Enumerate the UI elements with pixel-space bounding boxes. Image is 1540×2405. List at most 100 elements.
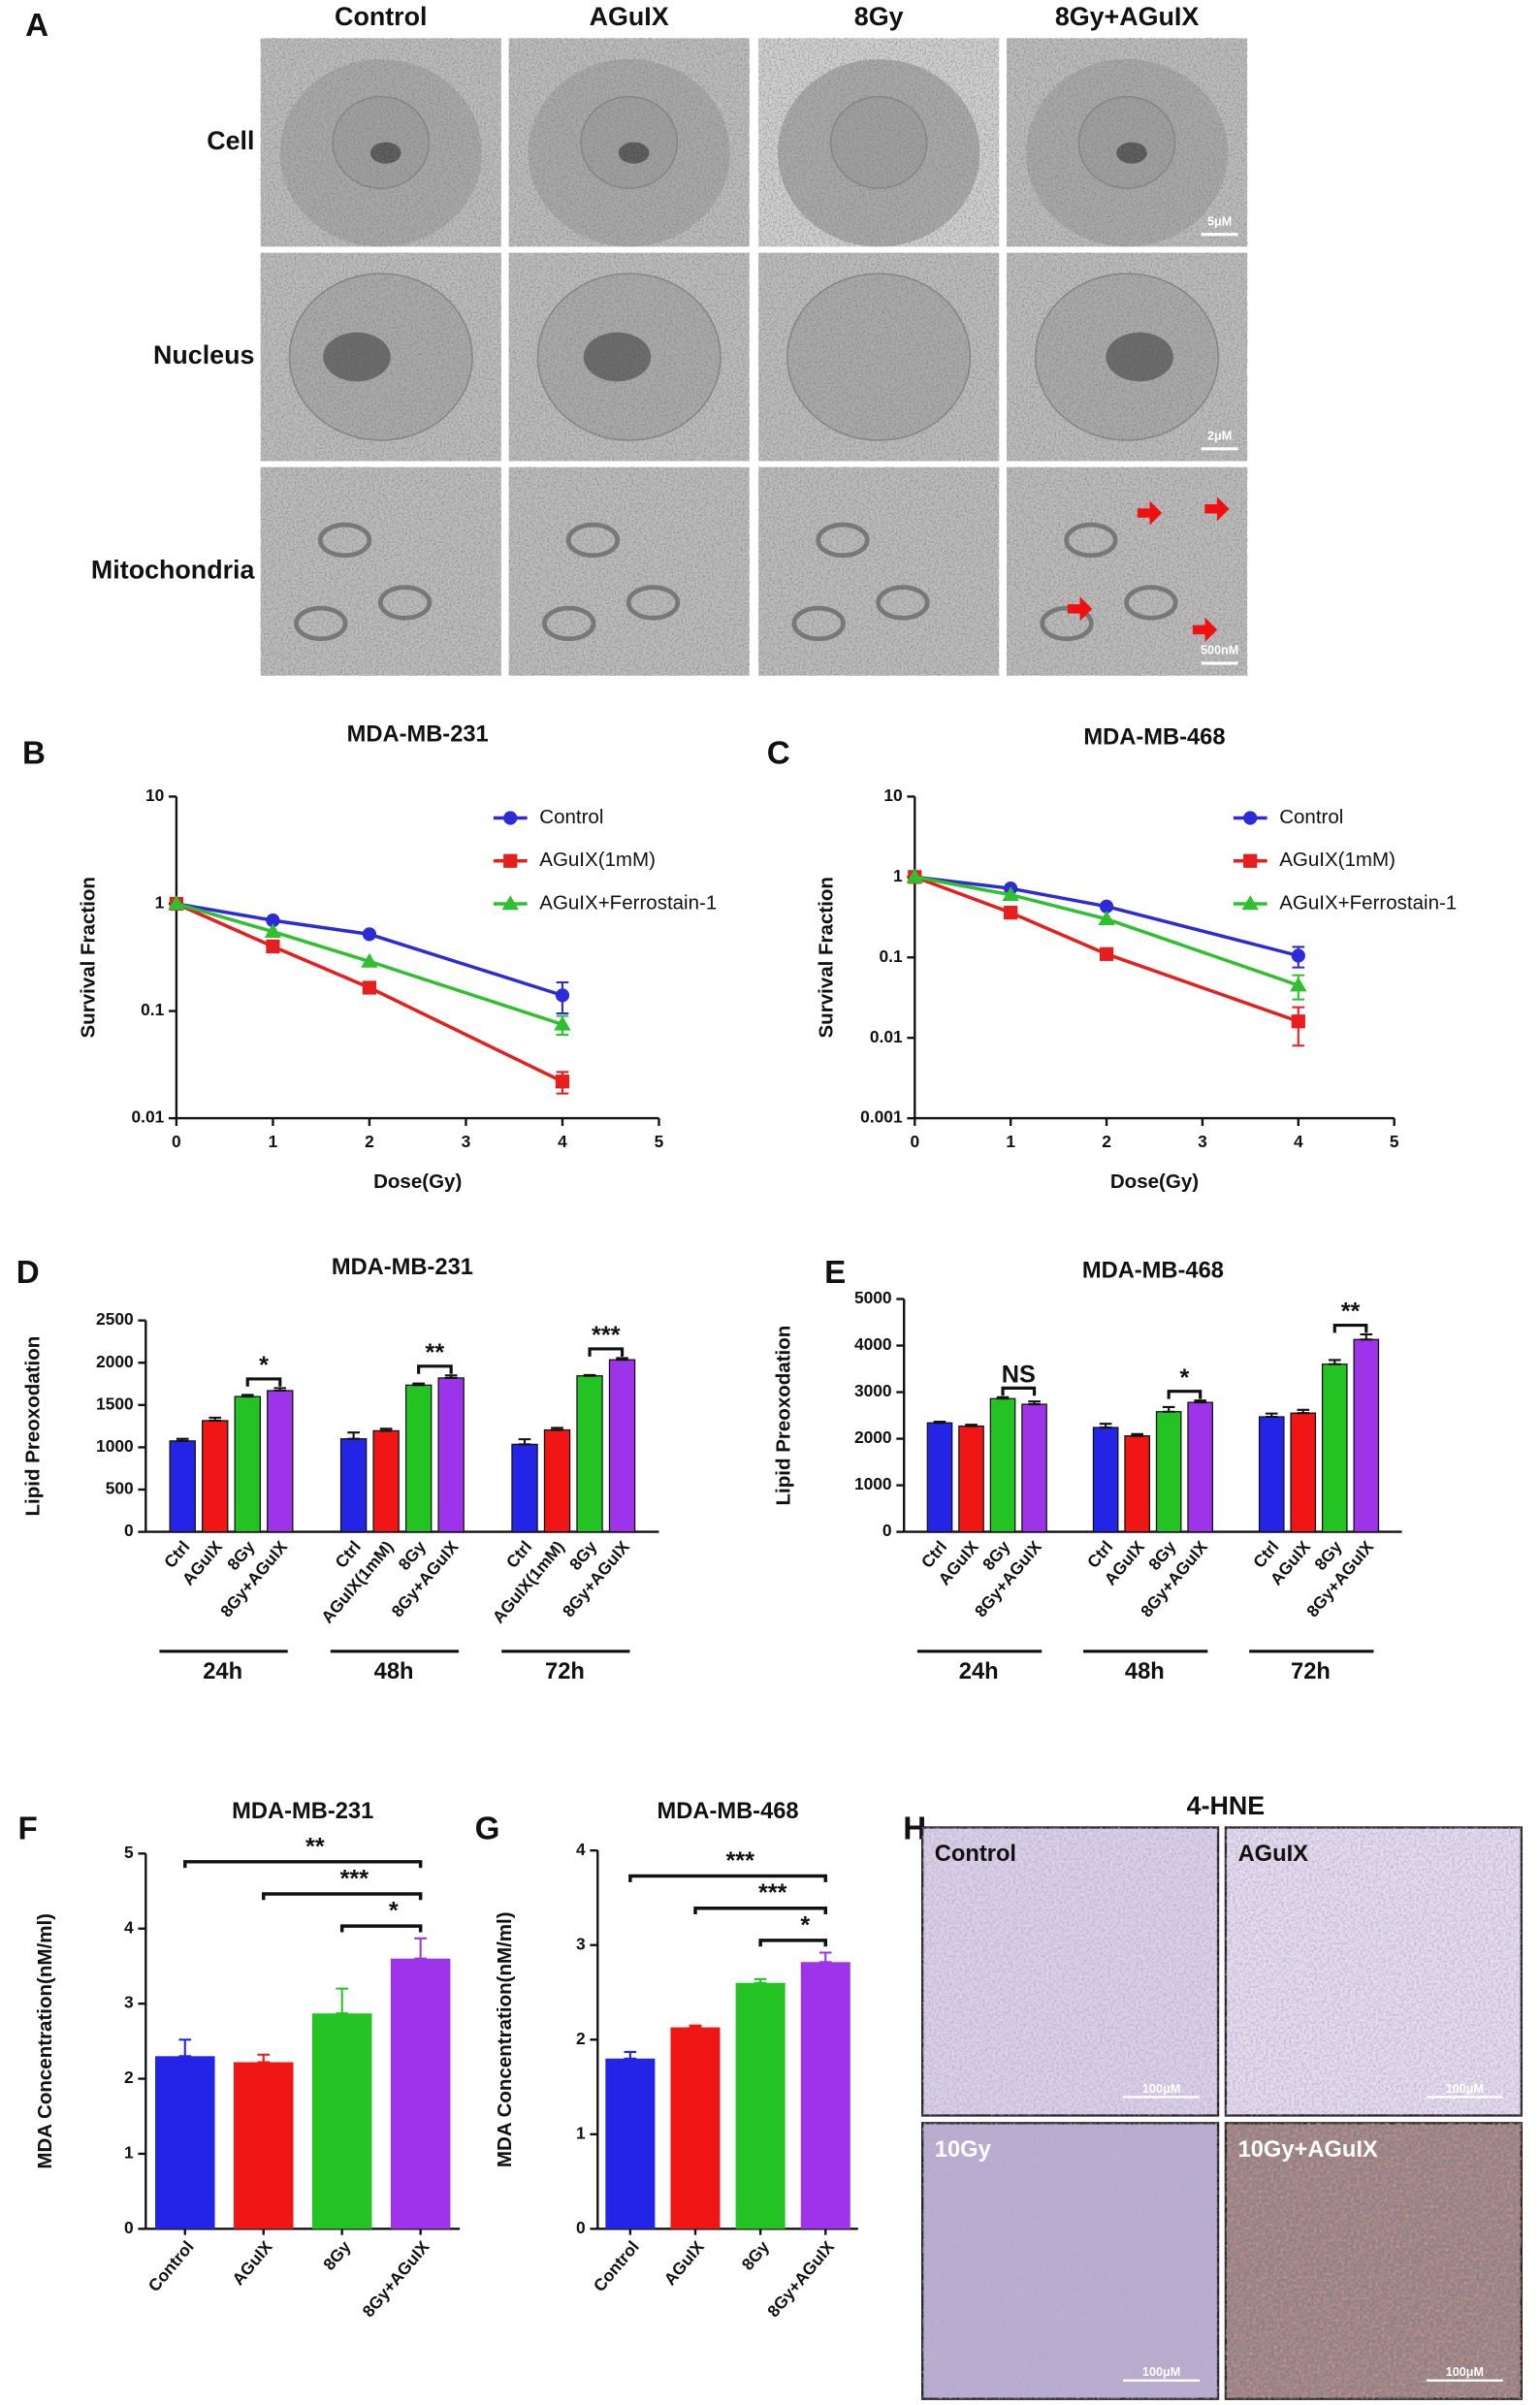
- chart-title: MDA-MB-468: [658, 1799, 799, 1824]
- x-tick-label: 5: [655, 1132, 664, 1151]
- significance-bracket: [1332, 1323, 1368, 1333]
- error-bar: [209, 1416, 222, 1422]
- x-tick-label: 2: [1102, 1132, 1111, 1151]
- y-tick-label: 4: [576, 1840, 586, 1859]
- y-tick-label: 500: [106, 1479, 134, 1498]
- y-tick-label: 2500: [96, 1309, 134, 1329]
- micrograph-texture: [260, 466, 501, 676]
- bar: [989, 1397, 1016, 1533]
- micrograph-texture: [1007, 252, 1248, 462]
- series-line: [914, 875, 1299, 958]
- legend-label: AGuIX+Ferrostain-1: [539, 891, 717, 914]
- panel-label: G: [475, 1811, 500, 1846]
- image-label: 10Gy: [935, 2137, 992, 2163]
- bar: [926, 1422, 953, 1533]
- bar: [1155, 1411, 1182, 1533]
- error-bar: [965, 1424, 978, 1427]
- y-axis-title: Lipid Preoxodation: [21, 1336, 44, 1517]
- x-tick-label: AGuIX: [659, 2236, 708, 2289]
- series-line: [176, 902, 563, 998]
- row-label: Nucleus: [153, 340, 254, 369]
- panel-label: B: [22, 736, 46, 772]
- bar: [169, 1440, 196, 1533]
- x-tick-label: 8Gy: [738, 2237, 774, 2274]
- bar: [234, 1395, 261, 1533]
- marker: [1099, 899, 1114, 914]
- error-bar: [1297, 1408, 1310, 1415]
- bar: [1321, 1363, 1348, 1533]
- micrograph: [508, 252, 750, 462]
- bar: [267, 1390, 294, 1533]
- error-bar: [379, 1427, 393, 1432]
- scale-bar-label: 100μM: [1142, 2365, 1180, 2379]
- bar: [155, 2056, 215, 2229]
- y-axis-title: Lipid Preoxodation: [772, 1326, 794, 1506]
- y-tick-label: 10: [145, 786, 164, 805]
- x-axis-title: Dose(Gy): [373, 1170, 462, 1193]
- x-tick-label: AGuIX: [228, 2236, 276, 2289]
- marker: [1291, 948, 1305, 963]
- significance-bracket: [1001, 1386, 1037, 1396]
- error-bar: [412, 1382, 425, 1387]
- arrow: [1137, 500, 1163, 526]
- group-label: 24h: [203, 1659, 242, 1684]
- ihc-texture: [922, 1827, 1219, 2116]
- micrograph-texture: [1007, 38, 1248, 247]
- y-tick-label: 4: [124, 1917, 134, 1937]
- error-bar: [1028, 1400, 1041, 1406]
- error-bar: [689, 2024, 702, 2029]
- significance-bracket: [693, 1906, 827, 1915]
- error-bar: [176, 1437, 189, 1442]
- significance-bracket: [588, 1347, 625, 1357]
- significance-bracket: [245, 1377, 282, 1387]
- y-tick-label: 1500: [96, 1394, 134, 1413]
- series-line: [176, 902, 563, 1083]
- ihc-texture: [1225, 1827, 1522, 2116]
- micrograph-texture: [758, 38, 1000, 247]
- row-label: Cell: [207, 126, 254, 155]
- significance-label: **: [426, 1339, 445, 1366]
- legend-label: AGuIX+Ferrostain-1: [1279, 891, 1457, 914]
- bar: [1187, 1401, 1213, 1533]
- significance-label: ***: [340, 1865, 369, 1892]
- error-bar: [178, 2038, 192, 2058]
- panel-title: 4-HNE: [1187, 1791, 1266, 1820]
- column-header: Control: [335, 2, 427, 31]
- error-bar: [241, 1394, 254, 1398]
- significance-label: *: [800, 1911, 810, 1939]
- error-bar: [444, 1374, 458, 1379]
- y-axis-title: MDA Concentration(nM/ml): [494, 1911, 516, 2167]
- marker: [1290, 977, 1307, 992]
- micrograph: [1007, 252, 1248, 462]
- y-tick-label: 0: [576, 2218, 586, 2237]
- scale-bar-label: 5μM: [1207, 214, 1232, 228]
- series-line: [176, 902, 563, 1027]
- chart-title: MDA-MB-231: [232, 1799, 373, 1824]
- y-axis-title: Survival Fraction: [77, 877, 99, 1038]
- significance-bracket: [183, 1860, 423, 1869]
- y-tick-label: 0: [124, 2218, 134, 2237]
- y-tick-label: 1000: [96, 1436, 134, 1456]
- x-tick-label: 8Gy: [319, 2237, 355, 2274]
- bar: [735, 1982, 786, 2229]
- error-bar: [518, 1438, 531, 1446]
- marker: [266, 939, 280, 954]
- column-header: 8Gy+AGuIX: [1055, 2, 1200, 31]
- error-bar: [336, 1987, 349, 2015]
- y-tick-label: 0: [882, 1521, 892, 1540]
- bar: [1021, 1403, 1047, 1533]
- y-tick-label: 1000: [854, 1474, 892, 1493]
- legend-label: Control: [1279, 806, 1343, 828]
- marker: [362, 980, 377, 995]
- y-tick-label: 5: [124, 1843, 134, 1862]
- column-header: AGuIX: [590, 2, 669, 31]
- marker: [168, 895, 185, 911]
- arrow: [1204, 497, 1230, 522]
- scale-bar-label: 100μM: [1142, 2082, 1180, 2096]
- marker: [555, 1074, 570, 1089]
- ihc-texture: [922, 2123, 1219, 2399]
- x-tick-label: 0: [172, 1132, 181, 1151]
- bar: [1258, 1416, 1285, 1533]
- error-bar: [996, 1395, 1010, 1400]
- x-tick-label: 3: [1198, 1132, 1207, 1151]
